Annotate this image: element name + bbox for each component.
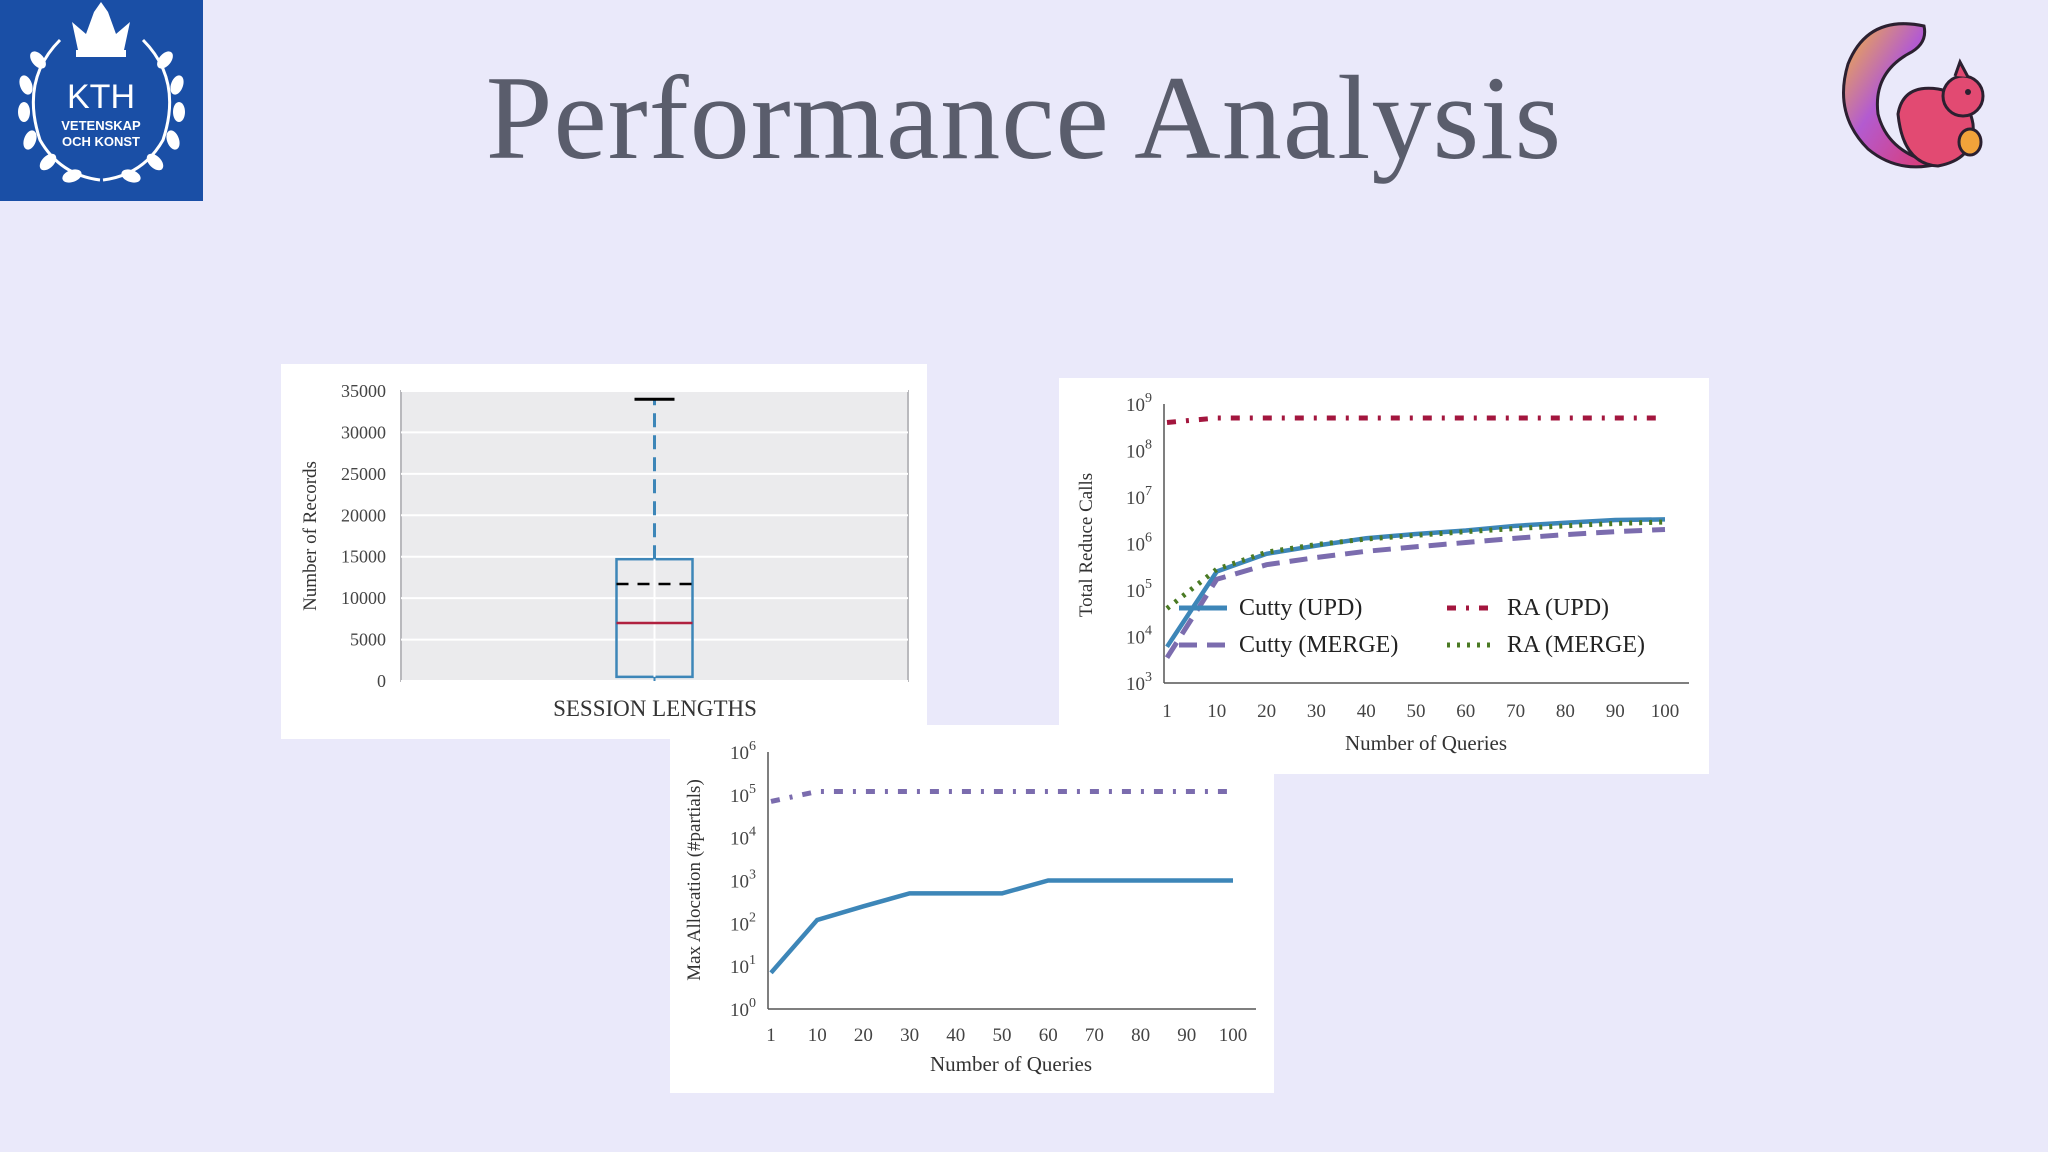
y-tick-label: 105: [1126, 577, 1152, 602]
x-tick-label: 30: [1307, 701, 1326, 722]
series-line: [1165, 517, 1666, 649]
y-tick-label: 25000: [341, 464, 386, 484]
y-axis-label: Total Reduce Calls: [1076, 473, 1097, 617]
kth-logo: KTH VETENSKAP OCH KONST: [0, 0, 203, 201]
y-tick-label: 109: [1126, 391, 1152, 416]
x-tick-label: 60: [1456, 701, 1475, 722]
x-tick-label: 30: [900, 1025, 919, 1046]
y-tick-label: 10000: [341, 588, 386, 608]
x-tick-label: 20: [854, 1025, 873, 1046]
x-tick-label: 1: [766, 1025, 776, 1046]
x-tick-label: 90: [1177, 1025, 1196, 1046]
y-tick-label: 102: [730, 910, 756, 935]
y-axis-label: Max Allocation (#partials): [684, 779, 705, 981]
y-tick-label: 5000: [350, 630, 386, 650]
legend-label: RA (MERGE): [1507, 632, 1645, 658]
y-tick-label: 0: [377, 671, 386, 691]
legend-label: RA (UPD): [1507, 595, 1609, 621]
y-tick-label: 20000: [341, 505, 386, 525]
y-tick-label: 35000: [341, 381, 386, 401]
y-tick-label: 107: [1126, 484, 1152, 509]
x-tick-label: 50: [1407, 701, 1426, 722]
y-tick-label: 15000: [341, 547, 386, 567]
x-tick-label: 80: [1131, 1025, 1150, 1046]
x-tick-label: 10: [1207, 701, 1226, 722]
x-tick-label: 1: [1162, 701, 1172, 722]
x-tick-label: 70: [1506, 701, 1525, 722]
y-axis-label: Number of Records: [300, 461, 321, 611]
x-tick-label: 100: [1651, 701, 1680, 722]
session-length-boxplot: 0 5000 10000 15000 20000 25000 30000 35000 SESS…: [300, 381, 909, 721]
kth-logo-line2: VETENSKAP: [61, 118, 141, 133]
max-allocation-chart-panel: 100 101 102 103 104 105 106 1 10 20 30 40 50 60 70 80 90…: [670, 725, 1274, 1093]
x-tick-label: 100: [1219, 1025, 1248, 1046]
y-tick-label: 105: [730, 782, 756, 807]
y-tick-label: 104: [730, 825, 756, 850]
series-line: [1166, 415, 1665, 425]
kth-logo-title: KTH: [67, 78, 135, 116]
x-tick-label: 10: [808, 1025, 827, 1046]
reduce-calls-chart-panel: 103 104 105 106 107 108 109 1 10 20 30 40 50 60 70 80 90…: [1059, 378, 1709, 774]
x-axis-label: Number of Queries: [930, 1052, 1092, 1076]
series-line: [1164, 527, 1666, 660]
x-tick-label: 40: [946, 1025, 965, 1046]
series-line: [770, 788, 1233, 804]
y-tick-label: 106: [1126, 531, 1152, 556]
x-axis-label: SESSION LENGTHS: [553, 696, 757, 721]
x-tick-label: 60: [1039, 1025, 1058, 1046]
y-tick-label: 108: [1126, 438, 1152, 463]
series-line: [769, 878, 1233, 975]
max-allocation-chart: 100 101 102 103 104 105 106 1 10 20 30 40 50 60 70 80 90…: [684, 739, 1256, 1076]
y-tick-label: 103: [730, 868, 756, 893]
series-line: [1165, 519, 1666, 611]
x-tick-label: 90: [1606, 701, 1625, 722]
y-tick-label: 100: [730, 996, 756, 1021]
legend-label: Cutty (MERGE): [1239, 632, 1398, 658]
y-tick-label: 103: [1126, 670, 1152, 695]
squirrel-logo-icon: [1842, 22, 1985, 169]
session-length-boxplot-panel: 0 5000 10000 15000 20000 25000 30000 35000 SESS…: [281, 364, 927, 739]
x-tick-label: 50: [993, 1025, 1012, 1046]
x-tick-label: 20: [1257, 701, 1276, 722]
legend-label: Cutty (UPD): [1239, 595, 1362, 621]
x-tick-label: 70: [1085, 1025, 1104, 1046]
x-tick-label: 40: [1357, 701, 1376, 722]
kth-logo-line3: OCH KONST: [62, 134, 140, 149]
y-tick-label: 104: [1126, 624, 1152, 649]
y-tick-label: 106: [730, 739, 756, 764]
x-axis-label: Number of Queries: [1345, 731, 1507, 755]
slide-title: Performance Analysis: [485, 51, 1563, 184]
y-tick-label: 30000: [341, 422, 386, 442]
y-tick-label: 101: [730, 953, 756, 978]
x-tick-label: 80: [1556, 701, 1575, 722]
